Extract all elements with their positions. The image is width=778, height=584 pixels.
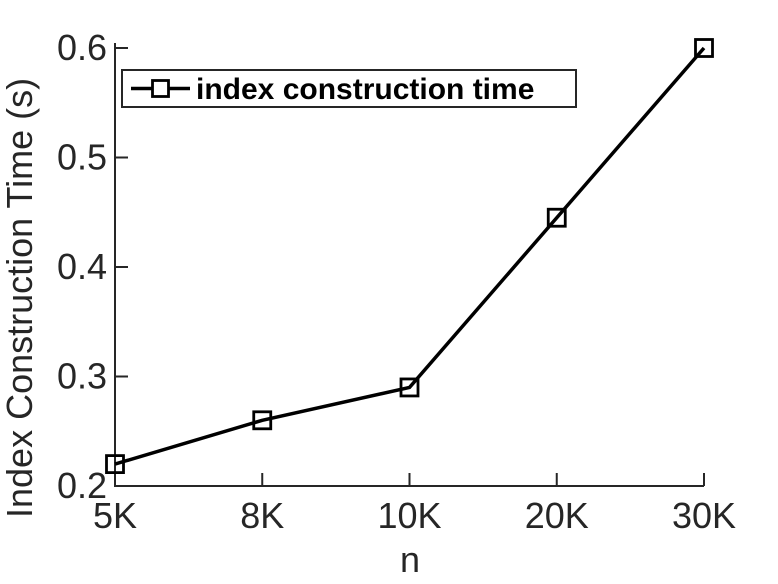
x-tick-label: 10K <box>377 495 441 536</box>
legend-box <box>121 69 577 108</box>
data-point-marker <box>105 454 125 475</box>
x-axis-title: n <box>400 539 420 580</box>
axes <box>114 43 705 487</box>
y-tick-label: 0.5 <box>57 137 107 178</box>
y-tick-labels: 0.2 0.3 0.4 0.5 0.6 <box>57 27 107 506</box>
legend-marker-square-icon <box>151 79 170 98</box>
data-series <box>105 38 714 475</box>
data-point-marker <box>399 377 420 398</box>
legend: index construction time <box>121 69 577 108</box>
x-tick-labels: 5K 8K 10K 20K 30K <box>93 495 736 536</box>
data-point-marker <box>546 207 567 228</box>
y-tick-label: 0.3 <box>57 356 107 397</box>
x-tick-label: 30K <box>672 495 736 536</box>
x-tick-label: 5K <box>93 495 137 536</box>
series-line <box>114 46 706 466</box>
legend-entry-label: index construction time <box>196 73 534 106</box>
y-tick-label: 0.4 <box>57 246 107 287</box>
x-tick-label: 20K <box>525 495 589 536</box>
y-axis-title: Index Construction Time (s) <box>0 78 40 518</box>
y-tick-label: 0.6 <box>57 27 107 68</box>
data-point-marker <box>694 38 714 58</box>
data-point-marker <box>252 410 273 431</box>
y-tick-label: 0.2 <box>57 465 107 506</box>
x-tick-label: 8K <box>240 495 284 536</box>
